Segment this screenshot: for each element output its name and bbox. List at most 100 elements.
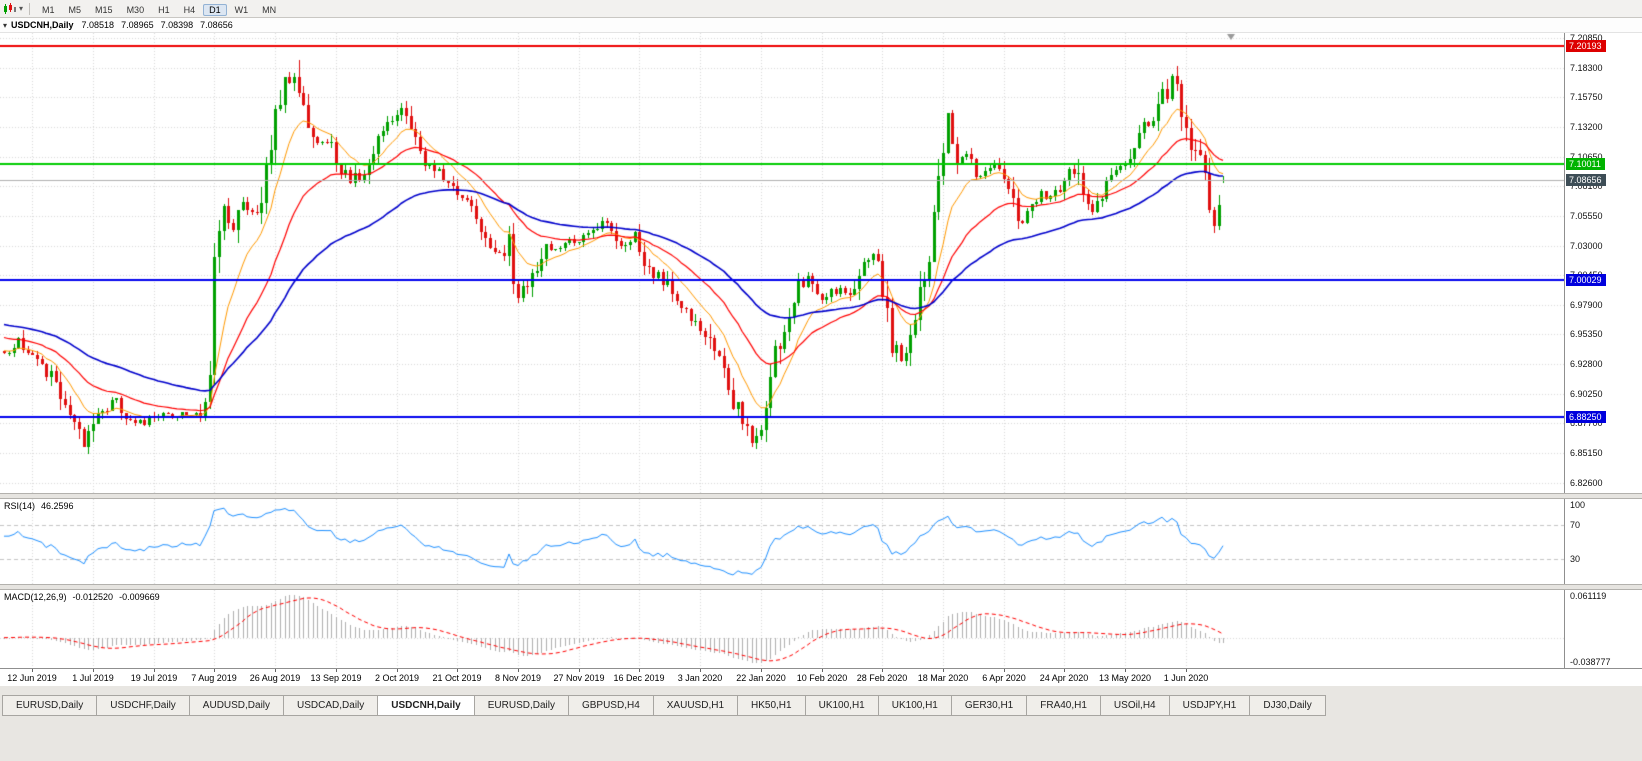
timeframe-button-m5[interactable]: M5 [68, 4, 82, 15]
chart-tab-15-dj30-daily[interactable]: DJ30,Daily [1250, 695, 1326, 716]
macd-tick: -0.038777 [1570, 657, 1611, 667]
date-tick-mark [700, 669, 701, 672]
rsi-tick: 100 [1570, 500, 1586, 510]
price-tick: 6.92800 [1570, 359, 1603, 369]
timeframe-button-m1[interactable]: M1 [42, 4, 55, 15]
chart-symbol-timeframe: USDCNH,Daily [11, 20, 74, 30]
macd-axis: 0.061119 -0.038777 [1564, 590, 1642, 668]
date-label: 7 Aug 2019 [191, 673, 237, 683]
chart-tab-2-audusd-daily[interactable]: AUDUSD,Daily [189, 695, 285, 716]
chart-tab-10-uk100-h1[interactable]: UK100,H1 [878, 695, 952, 716]
timeframe-buttons-group: M1 M5 M15 M30 H1 H4 D1 W1 MN [35, 0, 283, 18]
chart-tab-4-usdcnh-daily[interactable]: USDCNH,Daily [378, 695, 475, 716]
macd-label: MACD(12,26,9) [4, 592, 67, 602]
date-tick-mark [761, 669, 762, 672]
price-flag-7.00029: 7.00029 [1566, 274, 1606, 286]
date-tick-mark [639, 669, 640, 672]
macd-canvas[interactable] [0, 590, 1564, 668]
chart-tab-5-eurusd-daily[interactable]: EURUSD,Daily [474, 695, 569, 716]
chart-window: ▾ USDCNH,Daily 7.08518 7.08965 7.08398 7… [0, 18, 1642, 686]
price-chart-pane[interactable]: 7.20850 7.18300 7.15750 7.13200 7.10650 7.081… [0, 33, 1642, 493]
chart-tab-3-usdcad-daily[interactable]: USDCAD,Daily [284, 695, 379, 716]
chart-type-icon[interactable] [3, 2, 17, 15]
pane-separator[interactable] [0, 493, 1642, 499]
macd-tick: 0.061119 [1570, 591, 1607, 601]
price-tick: 7.18300 [1570, 63, 1603, 73]
rsi-axis: 100 70 30 [1564, 499, 1642, 584]
chart-menu-icon[interactable]: ▾ [3, 20, 8, 30]
rsi-label-row: RSI(14) 46.2596 [4, 501, 80, 511]
date-label: 22 Jan 2020 [736, 673, 786, 683]
date-tick-mark [214, 669, 215, 672]
timeframe-button-w1[interactable]: W1 [234, 4, 249, 15]
date-label: 10 Feb 2020 [796, 673, 848, 683]
timeframe-button-h4[interactable]: H4 [183, 4, 196, 15]
rsi-tick: 70 [1570, 520, 1581, 530]
candlestick-icon [4, 2, 16, 14]
time-axis[interactable]: 12 Jun 2019 1 Jul 2019 19 Jul 2019 7 Aug 20… [0, 668, 1642, 686]
price-flag-7.08656: 7.08656 [1566, 174, 1606, 186]
date-label: 16 Dec 2019 [613, 673, 665, 683]
price-tick: 6.95350 [1570, 329, 1603, 339]
date-tick-mark [275, 669, 276, 672]
rsi-canvas[interactable] [0, 499, 1564, 584]
chart-tab-12-fra40-h1[interactable]: FRA40,H1 [1027, 695, 1101, 716]
price-flag-7.10011: 7.10011 [1566, 158, 1605, 170]
rsi-pane[interactable]: RSI(14) 46.2596 100 70 30 [0, 499, 1642, 584]
chart-tab-9-uk100-h1[interactable]: UK100,H1 [805, 695, 879, 716]
chart-tab-13-usoil-h4[interactable]: USOil,H4 [1100, 695, 1170, 716]
chart-tab-6-gbpusd-h4[interactable]: GBPUSD,H4 [568, 695, 654, 716]
date-tick-mark [882, 669, 883, 672]
chart-tabs: EURUSD,Daily USDCHF,Daily AUDUSD,Daily USDC… [0, 695, 1642, 716]
chart-tab-1-usdchf-daily[interactable]: USDCHF,Daily [97, 695, 190, 716]
date-tick-mark [336, 669, 337, 672]
ohlc-high: 7.08965 [121, 20, 154, 30]
price-axis[interactable]: 7.20850 7.18300 7.15750 7.13200 7.10650 7.081… [1564, 33, 1642, 493]
date-label: 19 Jul 2019 [130, 673, 178, 683]
price-tick: 6.90250 [1570, 389, 1603, 399]
timeframe-button-m30[interactable]: M30 [126, 4, 145, 15]
macd-pane[interactable]: MACD(12,26,9) -0.012520 -0.009669 0.061119… [0, 590, 1642, 668]
date-tick-mark [457, 669, 458, 672]
chevron-down-icon[interactable]: ▾ [19, 4, 24, 13]
date-label: 12 Jun 2019 [7, 673, 57, 683]
date-label: 21 Oct 2019 [432, 673, 482, 683]
date-tick-mark [154, 669, 155, 672]
price-tick: 7.05550 [1570, 211, 1603, 221]
date-label: 2 Oct 2019 [374, 673, 420, 683]
price-tick: 7.13200 [1570, 122, 1603, 132]
timeframe-button-h1[interactable]: H1 [158, 4, 170, 15]
ohlc-open: 7.08518 [81, 20, 115, 30]
price-tick: 7.10650 [1570, 152, 1603, 162]
date-label: 13 May 2020 [1098, 673, 1152, 683]
chart-tab-8-hk50-h1[interactable]: HK50,H1 [738, 695, 806, 716]
price-chart-canvas[interactable] [0, 33, 1564, 493]
rsi-label: RSI(14) [4, 501, 36, 511]
date-label: 1 Jun 2020 [1163, 673, 1209, 683]
date-tick-mark [397, 669, 398, 672]
ohlc-low: 7.08398 [160, 20, 194, 30]
price-tick: 6.97900 [1570, 300, 1603, 310]
toolbar-separator [29, 2, 31, 15]
timeframe-button-m15[interactable]: M15 [95, 4, 113, 15]
chart-tab-7-xauusd-h1[interactable]: XAUUSD,H1 [653, 695, 739, 716]
ohlc-close: 7.08656 [200, 20, 233, 30]
date-tick-mark [1125, 669, 1126, 672]
macd-signal-value: -0.009669 [119, 592, 160, 602]
date-label: 6 Apr 2020 [982, 673, 1026, 683]
date-label: 1 Jul 2019 [72, 673, 114, 683]
date-tick-mark [93, 669, 94, 672]
price-tick: 6.82600 [1570, 478, 1603, 488]
date-label: 24 Apr 2020 [1039, 673, 1089, 683]
chart-tab-11-ger30-h1[interactable]: GER30,H1 [951, 695, 1028, 716]
date-label: 13 Sep 2019 [310, 673, 362, 683]
timeframe-button-d1[interactable]: D1 [203, 3, 227, 16]
timeframe-button-mn[interactable]: MN [262, 4, 277, 15]
chart-tab-14-usdjpy-h1[interactable]: USDJPY,H1 [1169, 695, 1251, 716]
date-label: 28 Feb 2020 [856, 673, 908, 683]
pane-separator[interactable] [0, 584, 1642, 590]
chart-tab-0-eurusd-daily[interactable]: EURUSD,Daily [2, 695, 98, 716]
date-tick-mark [579, 669, 580, 672]
date-label: 26 Aug 2019 [249, 673, 301, 683]
